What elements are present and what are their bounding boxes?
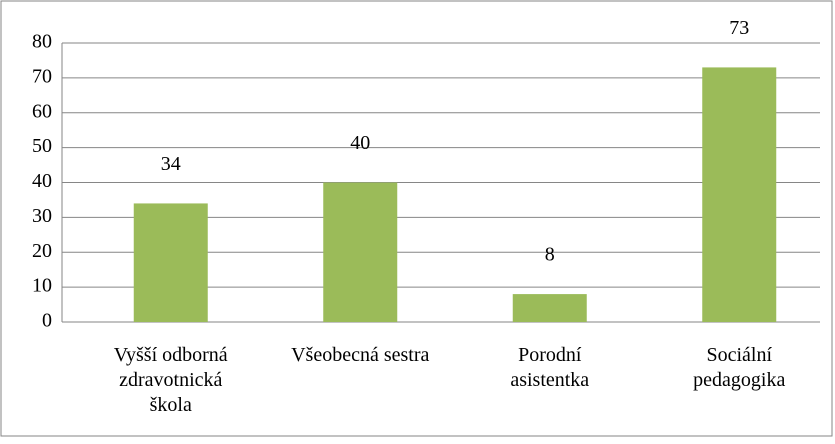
y-tick-label: 30 [32, 205, 52, 227]
y-tick-label: 50 [32, 135, 52, 157]
y-tick-label: 20 [32, 240, 52, 262]
y-tick-label: 10 [32, 275, 52, 297]
bar [702, 67, 777, 322]
y-tick-label: 40 [32, 170, 52, 192]
y-tick-label: 70 [32, 65, 52, 87]
x-tick-label: Sociální pedagogika [693, 344, 785, 391]
bar [512, 294, 587, 322]
y-tick-label: 60 [32, 100, 52, 122]
bar [133, 203, 208, 322]
data-label: 40 [350, 132, 370, 154]
x-tick-label: Všeobecná sestra [291, 344, 429, 366]
y-tick-label: 80 [32, 31, 52, 53]
data-label: 34 [161, 153, 181, 175]
data-label: 8 [545, 244, 555, 266]
data-label: 73 [729, 17, 749, 39]
y-tick-label: 0 [42, 310, 52, 332]
bar [323, 182, 398, 322]
x-tick-label: Porodní asistentka [510, 344, 589, 391]
x-tick-label: Vyšší odborná zdravotnická škola [114, 344, 228, 416]
